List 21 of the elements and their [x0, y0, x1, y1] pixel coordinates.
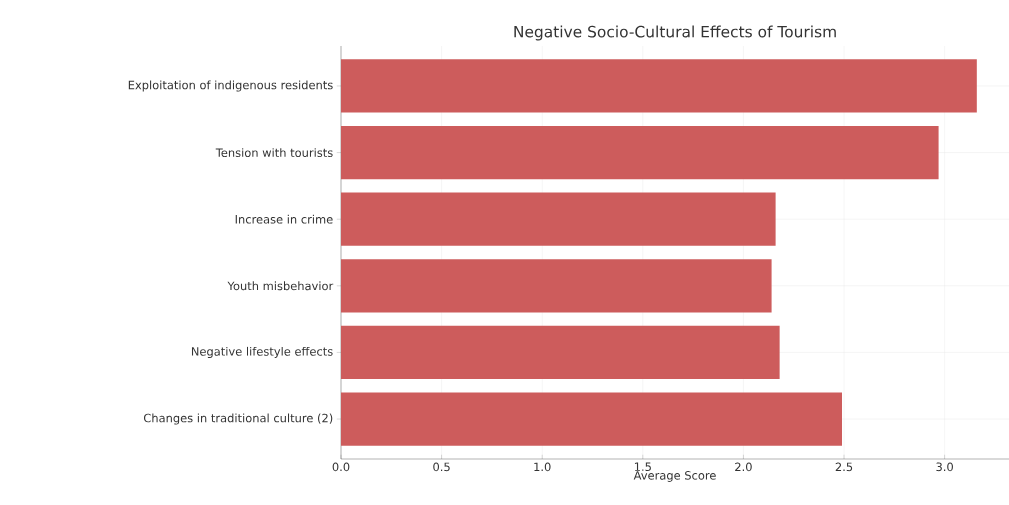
bar	[341, 59, 977, 113]
chart-title: Negative Socio-Cultural Effects of Tourism	[514, 25, 836, 41]
x-tick-label: 1.5	[634, 462, 651, 472]
x-tick-label: 3.0	[936, 462, 953, 472]
y-tick-label: Negative lifestyle effects	[191, 346, 333, 358]
x-axis-title: Average Score	[633, 471, 716, 482]
bar	[341, 259, 772, 313]
y-tick-label: Changes in traditional culture (2)	[143, 413, 333, 425]
bar	[341, 192, 776, 246]
x-tick-label: 2.0	[735, 462, 752, 472]
y-tick-label: Exploitation of indigenous residents	[128, 80, 333, 92]
bar	[341, 125, 939, 180]
y-tick-label: Youth misbehavior	[227, 281, 334, 291]
bar	[341, 325, 780, 380]
bar	[341, 392, 843, 446]
y-tick-label: Tension with tourists	[215, 148, 333, 158]
y-tick-label: Increase in crime	[235, 214, 333, 224]
x-tick-label: 1.0	[534, 462, 551, 472]
x-tick-label: 0.5	[433, 462, 450, 472]
x-tick-label: 2.5	[835, 462, 853, 472]
x-tick-label: 0.0	[332, 462, 350, 472]
